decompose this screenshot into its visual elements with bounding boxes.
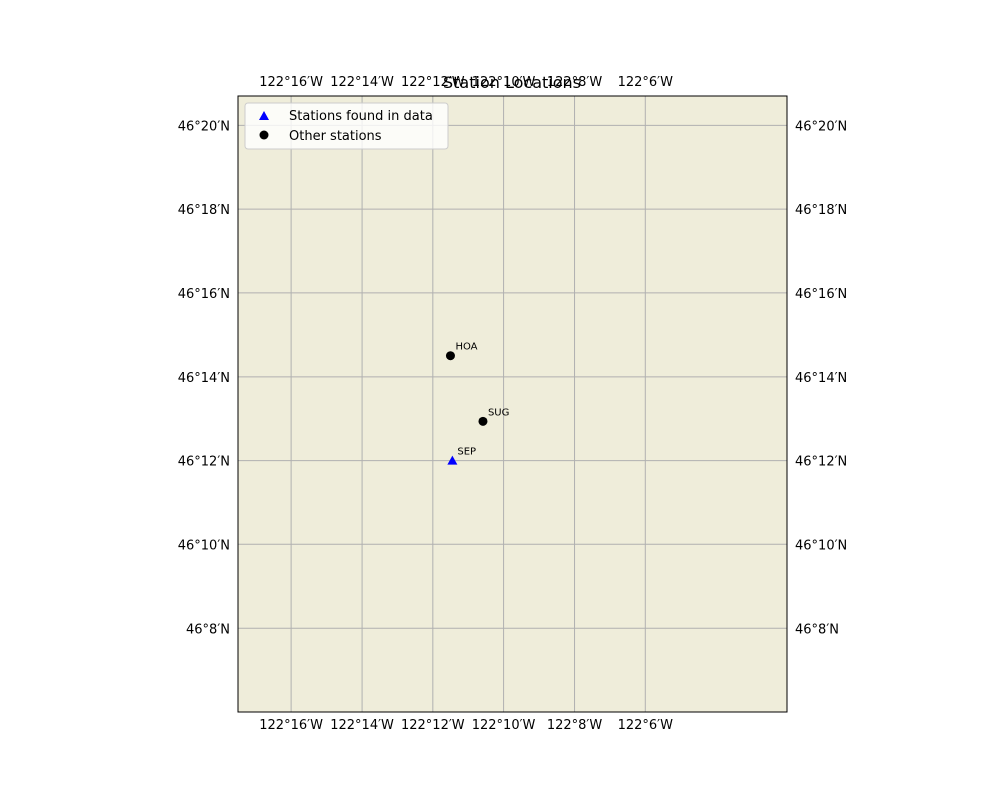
land-area: [238, 96, 787, 712]
right-latitude-tick-label: 46°18′N: [795, 203, 847, 218]
legend-box: [244, 102, 449, 150]
legend: Stations found in data Other stations: [244, 102, 449, 150]
bottom-longitude-tick-label: 122°12′W: [401, 718, 465, 733]
map-plot-area: [237, 95, 788, 713]
top-longitude-tick-label: 122°12′W: [401, 75, 465, 90]
left-latitude-tick-label: 46°10′N: [178, 538, 230, 553]
map-title: Station Locations: [443, 73, 581, 92]
map-frame: [237, 95, 788, 713]
top-longitude-tick-label: 122°16′W: [259, 75, 323, 90]
left-latitude-tick-labels: 46°8′N 46°10′N 46°12′N 46°14′N 46°16′N 46°18′…: [178, 119, 230, 637]
bottom-longitude-tick-label: 122°6′W: [618, 718, 674, 733]
right-latitude-tick-label: 46°20′N: [795, 119, 847, 134]
top-longitude-tick-label: 122°10′W: [472, 75, 536, 90]
right-latitude-tick-labels: 46°8′N 46°10′N 46°12′N 46°14′N 46°16′N 46°18′…: [795, 119, 847, 637]
left-latitude-tick-label: 46°14′N: [178, 371, 230, 386]
left-latitude-tick-label: 46°18′N: [178, 203, 230, 218]
top-longitude-tick-label: 122°8′W: [547, 75, 603, 90]
station-circle-marker-sug: [478, 416, 488, 426]
legend-label-found: Stations found in data: [289, 109, 433, 124]
station-triangle-marker-sep: [447, 455, 458, 465]
bottom-longitude-tick-label: 122°10′W: [472, 718, 536, 733]
right-latitude-tick-label: 46°14′N: [795, 371, 847, 386]
top-longitude-tick-label: 122°14′W: [330, 75, 394, 90]
bottom-longitude-tick-label: 122°14′W: [330, 718, 394, 733]
station-markers: SEP HOA SUG: [445, 342, 509, 465]
left-latitude-tick-label: 46°20′N: [178, 119, 230, 134]
left-latitude-tick-label: 46°8′N: [186, 622, 230, 637]
left-latitude-tick-label: 46°16′N: [178, 287, 230, 302]
bottom-longitude-tick-label: 122°8′W: [547, 718, 603, 733]
bottom-longitude-tick-labels: 122°16′W 122°14′W 122°12′W 122°10′W 122°8′W 1…: [259, 718, 673, 733]
bottom-longitude-tick-label: 122°16′W: [259, 718, 323, 733]
left-latitude-tick-label: 46°12′N: [178, 455, 230, 470]
station-label-hoa: HOA: [455, 342, 477, 353]
station-circle-marker-hoa: [445, 351, 455, 361]
top-longitude-tick-labels: 122°16′W 122°14′W 122°12′W 122°10′W 122°8′W 1…: [259, 75, 673, 90]
station-label-sug: SUG: [488, 407, 509, 418]
legend-circle-icon: [259, 130, 269, 140]
right-latitude-tick-label: 46°8′N: [795, 622, 839, 637]
right-latitude-tick-label: 46°12′N: [795, 455, 847, 470]
station-label-sep: SEP: [457, 447, 476, 458]
right-latitude-tick-label: 46°10′N: [795, 538, 847, 553]
top-longitude-tick-label: 122°6′W: [618, 75, 674, 90]
legend-triangle-icon: [259, 111, 269, 120]
right-latitude-tick-label: 46°16′N: [795, 287, 847, 302]
legend-label-other: Other stations: [289, 129, 382, 144]
